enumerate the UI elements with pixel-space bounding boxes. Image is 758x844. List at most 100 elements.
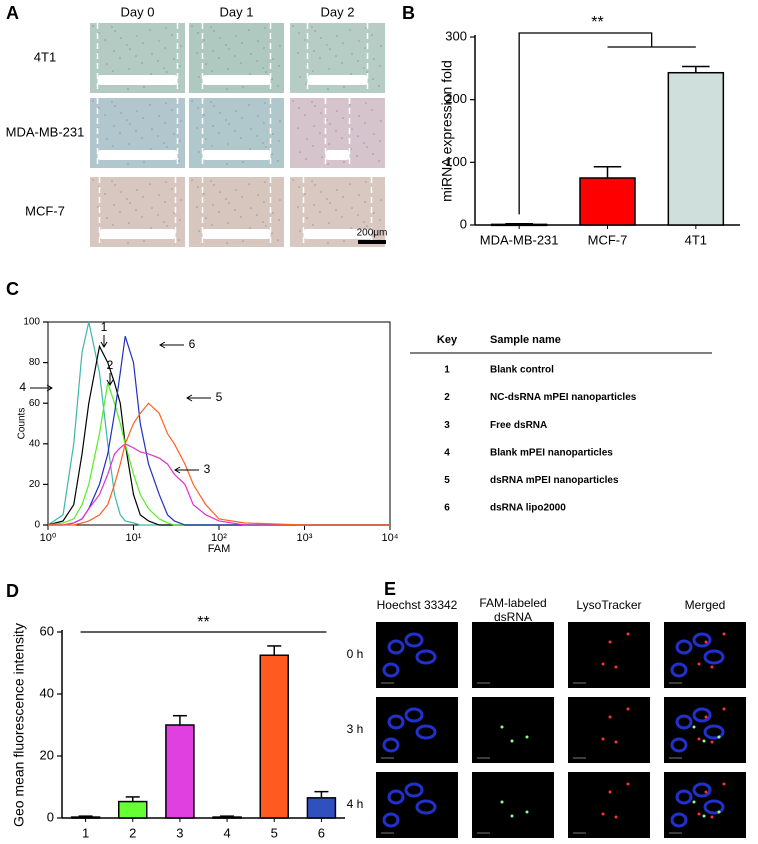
cell-speck <box>297 127 299 129</box>
cell-speck <box>234 55 236 57</box>
cell-speck <box>164 47 166 49</box>
cell-speck <box>305 158 307 160</box>
cell-speck <box>327 88 329 90</box>
cell-speck <box>164 201 166 203</box>
cell-speck <box>278 219 280 221</box>
cell-speck <box>149 104 151 106</box>
cell-speck <box>379 65 381 67</box>
cell-speck <box>350 227 352 229</box>
cell-speck <box>143 86 145 88</box>
cell-speck <box>166 71 168 73</box>
nucleus <box>670 812 688 828</box>
gap-marker <box>202 229 271 239</box>
cell-speck <box>205 217 207 219</box>
nucleus <box>387 714 405 730</box>
scale-bar-label: 200μm <box>357 228 388 239</box>
row-label: MCF-7 <box>25 203 65 218</box>
cell-speck <box>242 161 244 163</box>
cell-speck <box>178 160 180 162</box>
cell-speck <box>111 180 113 182</box>
x-tick-label: 10¹ <box>126 532 142 544</box>
cell-speck <box>235 110 237 112</box>
cell-speck <box>363 142 365 144</box>
cell-speck <box>314 30 316 32</box>
cell-speck <box>298 186 300 188</box>
cell-speck <box>250 128 252 130</box>
lyso-spot <box>697 737 701 741</box>
row-label: 4T1 <box>34 49 56 64</box>
cell-speck <box>171 188 173 190</box>
lyso-spot <box>608 640 612 644</box>
cell-speck <box>299 76 301 78</box>
fam-spot <box>717 810 721 814</box>
cell-speck <box>111 101 113 103</box>
cell-speck <box>320 112 322 114</box>
cell-speck <box>114 184 116 186</box>
cell-speck <box>198 76 200 78</box>
cell-speck <box>272 58 274 60</box>
cell-speck <box>341 137 343 139</box>
cell-speck <box>326 44 328 46</box>
nucleus <box>387 639 405 655</box>
lyso-spot <box>626 782 630 786</box>
cell-speck <box>305 83 307 85</box>
cell-speck <box>366 146 368 148</box>
cell-speck <box>297 52 299 54</box>
cell-speck <box>250 53 252 55</box>
cell-speck <box>234 130 236 132</box>
cell-speck <box>271 153 273 155</box>
cell-speck <box>378 85 380 87</box>
cell-speck <box>173 133 175 135</box>
cell-speck <box>319 57 321 59</box>
x-tick-label: 4T1 <box>685 232 707 247</box>
cell-speck <box>126 44 128 46</box>
cell-speck <box>180 199 182 201</box>
cell-speck <box>120 191 122 193</box>
cell-speck <box>218 57 220 59</box>
cell-speck <box>179 219 181 221</box>
cell-speck <box>135 130 137 132</box>
cell-speck <box>271 78 273 80</box>
cell-speck <box>205 138 207 140</box>
y-tick-label: 100 <box>23 317 40 328</box>
cell-speck <box>213 30 215 32</box>
fam-spot <box>692 800 696 804</box>
cell-speck <box>98 107 100 109</box>
cell-speck <box>299 151 301 153</box>
cell-speck <box>358 115 360 117</box>
cell-speck <box>357 60 359 62</box>
cell-speck <box>211 145 213 147</box>
cell-speck <box>191 179 193 181</box>
cell-speck <box>163 142 165 144</box>
cell-speck <box>142 117 144 119</box>
nucleus <box>387 789 405 805</box>
lyso-spot <box>614 740 618 744</box>
cell-speck <box>326 119 328 121</box>
y-tick-label: 300 <box>445 28 467 43</box>
cell-speck <box>248 104 250 106</box>
x-tick-label: 5 <box>271 825 278 840</box>
lyso-spot <box>626 632 630 636</box>
cell-speck <box>127 88 129 90</box>
cell-speck <box>314 184 316 186</box>
cell-speck <box>92 179 94 181</box>
curve-number: 2 <box>107 358 114 372</box>
x-axis-label: FAM <box>208 543 231 555</box>
lyso-spot <box>704 790 708 794</box>
nucleus <box>415 649 437 665</box>
cell-speck <box>196 206 198 208</box>
cell-speck <box>150 148 152 150</box>
cell-speck <box>158 40 160 42</box>
cell-speck <box>112 70 114 72</box>
y-tick-label: 20 <box>40 747 54 762</box>
cell-speck <box>264 102 266 104</box>
cell-speck <box>341 62 343 64</box>
cell-speck <box>165 181 167 183</box>
cell-speck <box>311 101 313 103</box>
gap-marker <box>303 229 372 239</box>
cell-speck <box>264 27 266 29</box>
cell-speck <box>248 183 250 185</box>
cell-speck <box>178 85 180 87</box>
lyso-spot <box>608 715 612 719</box>
cell-speck <box>364 47 366 49</box>
